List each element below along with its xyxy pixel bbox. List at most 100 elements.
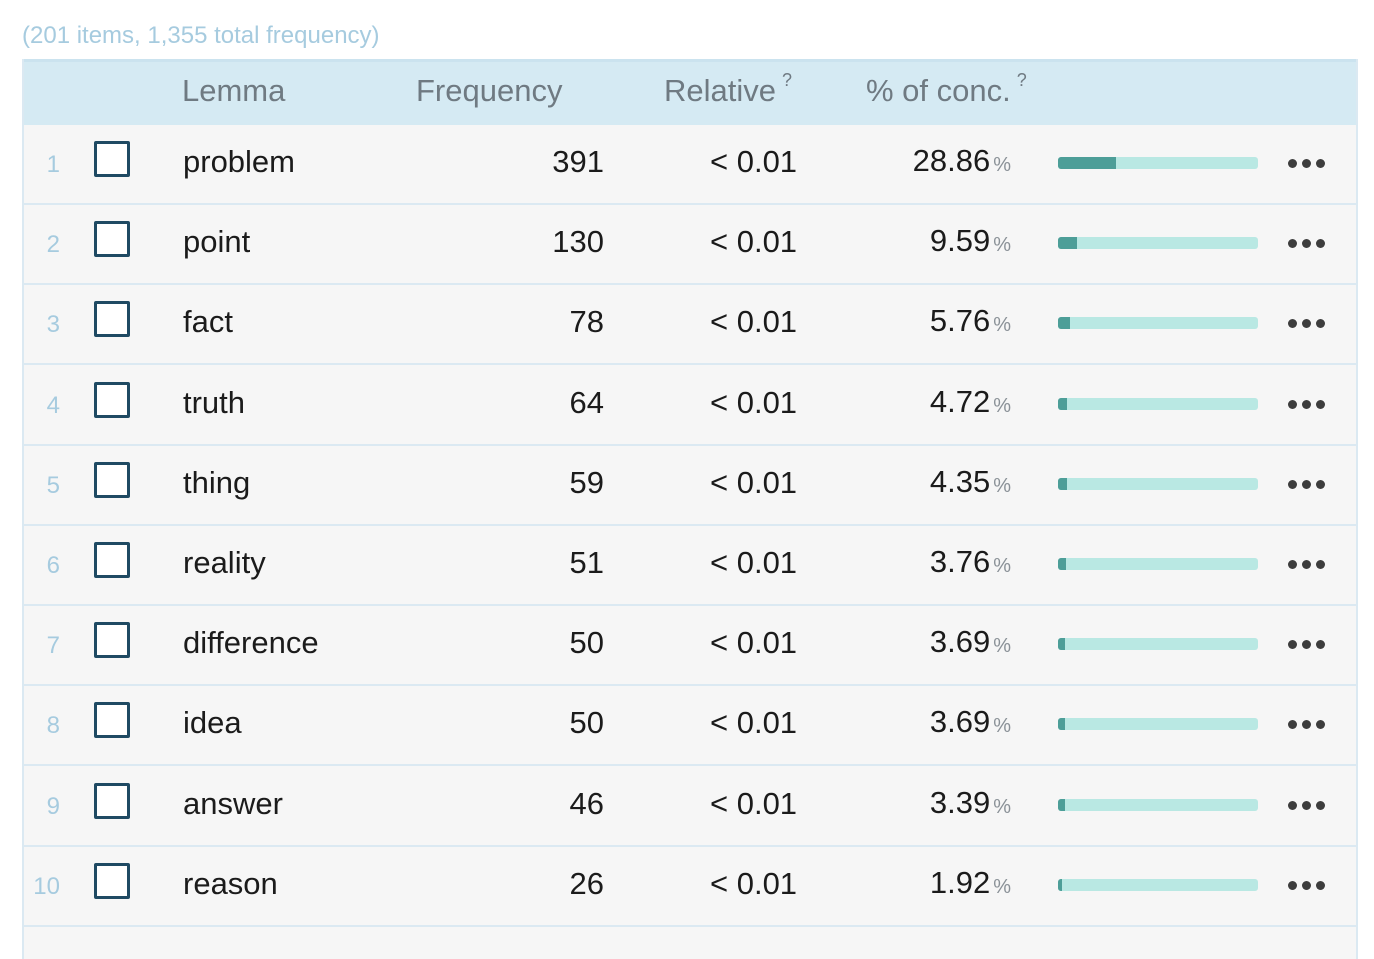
row-relative: < 0.01 xyxy=(710,144,798,179)
table-row[interactable]: 8 idea 50 < 0.01 3.69% xyxy=(24,686,1356,767)
row-pct-bar xyxy=(1058,477,1258,490)
row-pct-conc: 4.35% xyxy=(930,464,1011,500)
row-lemma[interactable]: truth xyxy=(183,384,246,420)
row-pct-bar-fill xyxy=(1058,718,1066,731)
column-header-frequency-label: Frequency xyxy=(416,73,563,108)
row-frequency: 78 xyxy=(569,304,604,340)
row-pct-conc: 9.59% xyxy=(930,223,1011,259)
percent-unit: % xyxy=(993,635,1011,658)
row-checkbox[interactable] xyxy=(94,862,130,899)
table-row[interactable]: 9 answer 46 < 0.01 3.39% xyxy=(24,767,1356,847)
row-checkbox[interactable] xyxy=(94,301,130,338)
more-options-icon[interactable] xyxy=(1288,239,1328,249)
column-header-lemma-label: Lemma xyxy=(182,73,286,108)
column-header-relative-label: Relative xyxy=(664,73,776,108)
row-lemma[interactable]: thing xyxy=(183,464,251,500)
row-relative: < 0.01 xyxy=(710,224,798,260)
table-row[interactable]: 6 reality 51 < 0.01 3.76% xyxy=(24,526,1356,606)
row-pct-value: 3.39 xyxy=(929,784,991,820)
row-pct-bar xyxy=(1058,237,1258,250)
row-pct-bar-fill xyxy=(1058,397,1068,410)
table-row[interactable]: 4 truth 64 < 0.01 4.72% xyxy=(24,366,1356,446)
row-pct-conc: 28.86% xyxy=(913,143,1011,179)
row-pct-value: 4.35 xyxy=(929,463,991,499)
more-options-icon[interactable] xyxy=(1288,319,1328,329)
percent-unit: % xyxy=(993,795,1011,818)
row-checkbox[interactable] xyxy=(94,461,130,498)
row-lemma[interactable]: point xyxy=(183,224,251,260)
row-frequency: 50 xyxy=(569,705,604,741)
lemma-frequency-table: Lemma Frequency Relative? % of conc.? 1 p… xyxy=(22,59,1358,959)
column-header-pct-conc-label: % of conc. xyxy=(866,73,1011,108)
row-lemma[interactable]: reality xyxy=(183,545,266,580)
table-row[interactable]: 5 thing 59 < 0.01 4.35% xyxy=(24,446,1356,526)
percent-unit: % xyxy=(993,314,1011,337)
row-checkbox[interactable] xyxy=(94,622,130,659)
row-pct-bar xyxy=(1058,638,1258,651)
row-pct-conc: 1.92% xyxy=(930,865,1011,901)
table-row[interactable]: 3 fact 78 < 0.01 5.76% xyxy=(24,285,1356,366)
row-index: 8 xyxy=(46,712,60,740)
row-pct-conc: 5.76% xyxy=(930,303,1011,339)
row-frequency: 26 xyxy=(569,865,604,901)
row-pct-conc: 3.69% xyxy=(930,704,1011,740)
row-relative: < 0.01 xyxy=(710,464,798,500)
row-relative: < 0.01 xyxy=(710,785,798,821)
column-header-lemma[interactable]: Lemma xyxy=(182,73,285,109)
row-pct-bar xyxy=(1058,878,1258,891)
row-pct-value: 3.76 xyxy=(929,544,991,579)
row-relative: < 0.01 xyxy=(710,625,798,661)
more-options-icon[interactable] xyxy=(1288,159,1328,169)
table-row[interactable]: 2 point 130 < 0.01 9.59% xyxy=(24,205,1356,286)
row-relative: < 0.01 xyxy=(710,304,798,340)
more-options-icon[interactable] xyxy=(1288,479,1328,490)
row-lemma[interactable]: difference xyxy=(183,625,319,661)
row-lemma[interactable]: problem xyxy=(183,144,295,179)
row-pct-bar-fill xyxy=(1058,477,1067,490)
row-checkbox[interactable] xyxy=(94,221,130,258)
more-options-icon[interactable] xyxy=(1288,640,1328,650)
row-lemma[interactable]: fact xyxy=(183,304,233,340)
row-frequency: 50 xyxy=(569,625,604,661)
table-row[interactable]: 7 difference 50 < 0.01 3.69% xyxy=(24,606,1356,687)
row-index: 3 xyxy=(46,311,60,339)
table-row[interactable]: 1 problem 391 < 0.01 28.86% xyxy=(24,125,1356,205)
more-options-icon[interactable] xyxy=(1288,720,1328,730)
row-checkbox[interactable] xyxy=(94,782,130,819)
row-pct-value: 1.92 xyxy=(929,864,991,900)
row-pct-bar-fill xyxy=(1058,317,1070,330)
percent-unit: % xyxy=(993,154,1011,176)
percent-unit: % xyxy=(993,394,1011,417)
row-relative: < 0.01 xyxy=(710,384,798,420)
row-lemma[interactable]: reason xyxy=(183,865,278,901)
more-options-icon[interactable] xyxy=(1288,399,1328,410)
row-checkbox[interactable] xyxy=(94,542,130,578)
pct-conc-help-icon[interactable]: ? xyxy=(1016,69,1027,90)
row-pct-bar xyxy=(1058,558,1258,570)
relative-help-icon[interactable]: ? xyxy=(782,69,793,90)
row-index: 2 xyxy=(46,231,60,259)
row-lemma[interactable]: answer xyxy=(183,785,283,821)
row-relative: < 0.01 xyxy=(710,545,798,580)
more-options-icon[interactable] xyxy=(1288,800,1328,811)
row-pct-value: 28.86 xyxy=(912,143,991,178)
row-pct-conc: 4.72% xyxy=(930,384,1011,420)
row-frequency: 64 xyxy=(569,384,604,420)
row-checkbox[interactable] xyxy=(94,141,130,177)
column-header-frequency[interactable]: Frequency xyxy=(416,73,562,109)
row-pct-bar xyxy=(1058,397,1258,410)
row-pct-conc: 3.76% xyxy=(930,544,1011,580)
more-options-icon[interactable] xyxy=(1288,560,1328,570)
row-pct-conc: 3.69% xyxy=(930,624,1011,660)
table-row[interactable]: 10 reason 26 < 0.01 1.92% xyxy=(24,847,1356,927)
row-pct-bar xyxy=(1058,317,1258,330)
row-index: 4 xyxy=(46,391,60,419)
column-header-pct-conc[interactable]: % of conc.? xyxy=(866,69,1027,109)
row-pct-value: 3.69 xyxy=(929,704,991,740)
results-summary: (201 items, 1,355 total frequency) xyxy=(22,22,380,49)
row-checkbox[interactable] xyxy=(94,381,130,418)
row-lemma[interactable]: idea xyxy=(183,705,242,741)
column-header-relative[interactable]: Relative? xyxy=(664,69,793,109)
row-checkbox[interactable] xyxy=(94,702,130,739)
more-options-icon[interactable] xyxy=(1288,880,1328,891)
